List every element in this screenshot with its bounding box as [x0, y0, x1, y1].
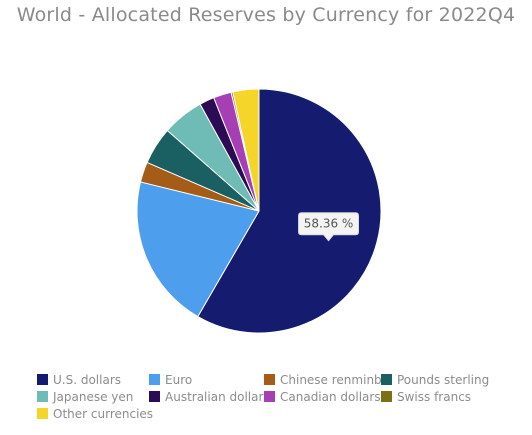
legend-item-australian-dollars[interactable]: Australian dollars — [149, 389, 270, 404]
legend-label: Euro — [165, 372, 193, 387]
legend-item-canadian-dollars[interactable]: Canadian dollars — [264, 389, 381, 404]
legend-label: Australian dollars — [165, 389, 270, 404]
legend-label: Chinese renminbi — [280, 372, 385, 387]
pie-slice-other-currencies[interactable] — [232, 88, 260, 212]
tooltip-label: 58.36 % — [304, 217, 354, 231]
legend-swatch — [149, 391, 160, 402]
slice-tooltip: 58.36 % — [298, 212, 360, 242]
legend-swatch — [381, 391, 392, 402]
legend-label: Pounds sterling — [397, 372, 490, 387]
legend-item-chinese-renminbi[interactable]: Chinese renminbi — [264, 372, 385, 387]
legend-swatch — [37, 408, 48, 419]
legend-swatch — [264, 391, 275, 402]
pie-slice-euro[interactable] — [136, 181, 260, 318]
legend-item-u-s-dollars[interactable]: U.S. dollars — [37, 372, 149, 387]
chart-legend: U.S. dollars Euro Chinese renminbi Pounds s… — [37, 372, 507, 421]
legend-swatch — [37, 374, 48, 385]
legend-swatch — [37, 391, 48, 402]
legend-item-other-currencies[interactable]: Other currencies — [37, 406, 153, 421]
legend-label: Japanese yen — [53, 389, 134, 404]
legend-item-japanese-yen[interactable]: Japanese yen — [37, 389, 149, 404]
pie-chart[interactable]: 58.36 % — [0, 0, 532, 370]
legend-label: Canadian dollars — [280, 389, 381, 404]
legend-label: Other currencies — [53, 406, 154, 421]
legend-item-euro[interactable]: Euro — [149, 372, 264, 387]
legend-swatch — [149, 374, 160, 385]
legend-swatch — [264, 374, 275, 385]
legend-label: U.S. dollars — [53, 372, 122, 387]
chart-title: World - Allocated Reserves by Currency f… — [16, 4, 516, 26]
legend-item-swiss-francs[interactable]: Swiss francs — [381, 389, 501, 404]
legend-item-pounds-sterling[interactable]: Pounds sterling — [381, 372, 501, 387]
legend-swatch — [381, 374, 392, 385]
legend-label: Swiss francs — [397, 389, 472, 404]
pie-slice-u-s-dollars[interactable] — [197, 88, 382, 334]
